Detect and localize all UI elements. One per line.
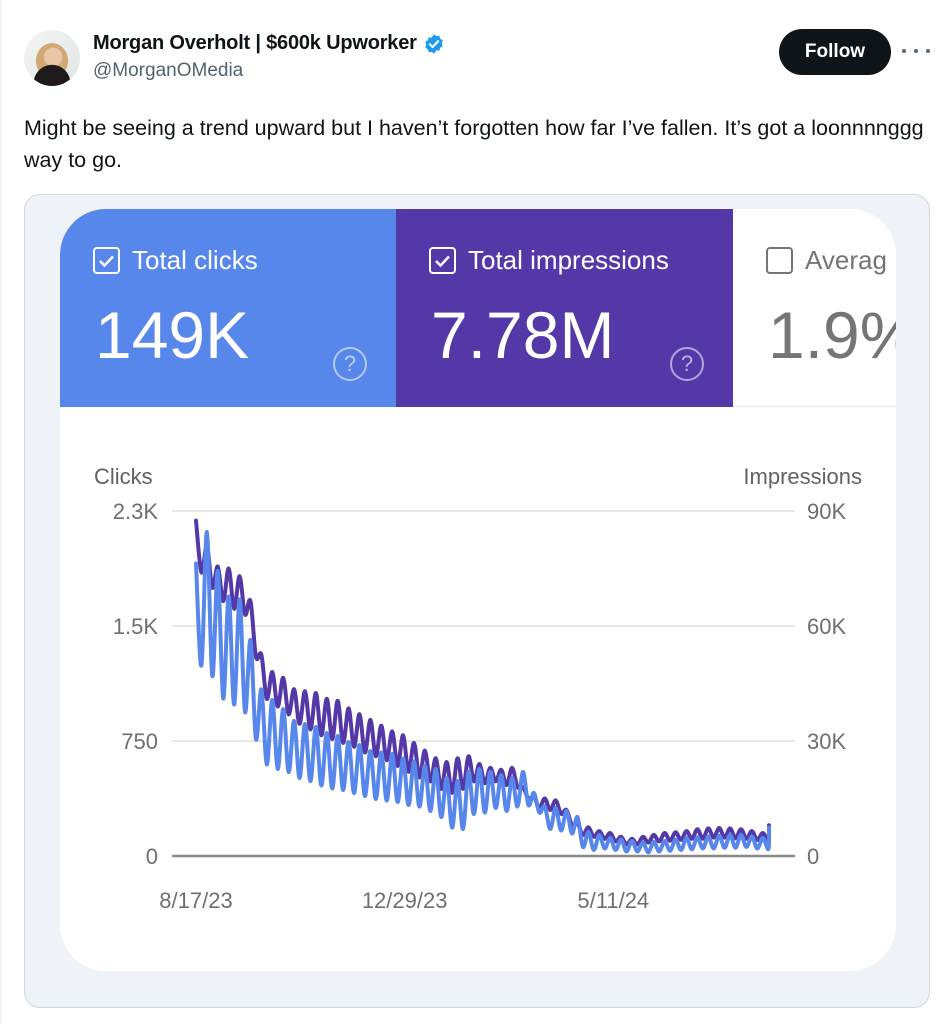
follow-button[interactable]: Follow	[779, 29, 891, 75]
checkbox-unchecked-icon[interactable]	[766, 247, 793, 274]
y-right-tick-label: 0	[807, 844, 819, 869]
y-left-tick-label: 750	[121, 729, 158, 754]
y-left-axis-title: Clicks	[94, 464, 153, 489]
metric-label: Total impressions	[468, 245, 669, 275]
metric-value: 7.78M	[431, 298, 615, 372]
verified-badge-icon	[425, 33, 443, 54]
metric-value: 1.9%	[768, 298, 896, 372]
metric-tile-clicks[interactable]: Total clicks 149K ?	[60, 209, 396, 407]
avatar[interactable]	[24, 30, 80, 86]
x-tick-label: 8/17/23	[159, 888, 232, 913]
metric-tile-impressions[interactable]: Total impressions 7.78M ?	[396, 209, 733, 407]
timeline-border	[0, 0, 2, 1024]
x-tick-label: 12/29/23	[362, 888, 448, 913]
help-icon[interactable]: ?	[333, 347, 367, 381]
checkbox-checked-icon[interactable]	[93, 247, 120, 274]
y-right-tick-label: 30K	[807, 729, 846, 754]
y-left-tick-label: 1.5K	[113, 614, 159, 639]
tweet-text: Might be seeing a trend upward but I hav…	[24, 116, 924, 172]
tweet-media-image[interactable]: Total clicks 149K ? Total impressions 7.…	[24, 194, 930, 1008]
metric-label: Total clicks	[132, 245, 258, 275]
author-handle[interactable]: @MorganOMedia	[93, 60, 244, 81]
metric-value: 149K	[95, 298, 250, 372]
author-display-name[interactable]: Morgan Overholt | $600k Upworker	[93, 32, 417, 54]
tweet-header: Morgan Overholt | $600k Upworker @Morgan…	[0, 0, 951, 100]
help-icon[interactable]: ?	[670, 347, 704, 381]
y-right-tick-label: 60K	[807, 614, 846, 639]
series-line-clicks	[194, 529, 772, 855]
search-console-card: Total clicks 149K ? Total impressions 7.…	[60, 209, 896, 971]
y-left-tick-label: 0	[146, 844, 158, 869]
y-left-tick-label: 2.3K	[113, 499, 159, 524]
more-options-icon[interactable]	[902, 40, 930, 62]
y-right-axis-title: Impressions	[743, 464, 862, 489]
performance-chart: Clicks Impressions 2.3K 90K 1.5K 60K 750 30K 0…	[94, 464, 862, 913]
checkbox-checked-icon[interactable]	[429, 247, 456, 274]
metric-label: Averag	[805, 245, 887, 275]
metric-tile-average-ctr[interactable]: Averag 1.9%	[733, 209, 896, 407]
author-name-row: Morgan Overholt | $600k Upworker	[93, 32, 445, 55]
x-tick-label: 5/11/24	[577, 888, 649, 913]
y-right-tick-label: 90K	[807, 499, 846, 524]
